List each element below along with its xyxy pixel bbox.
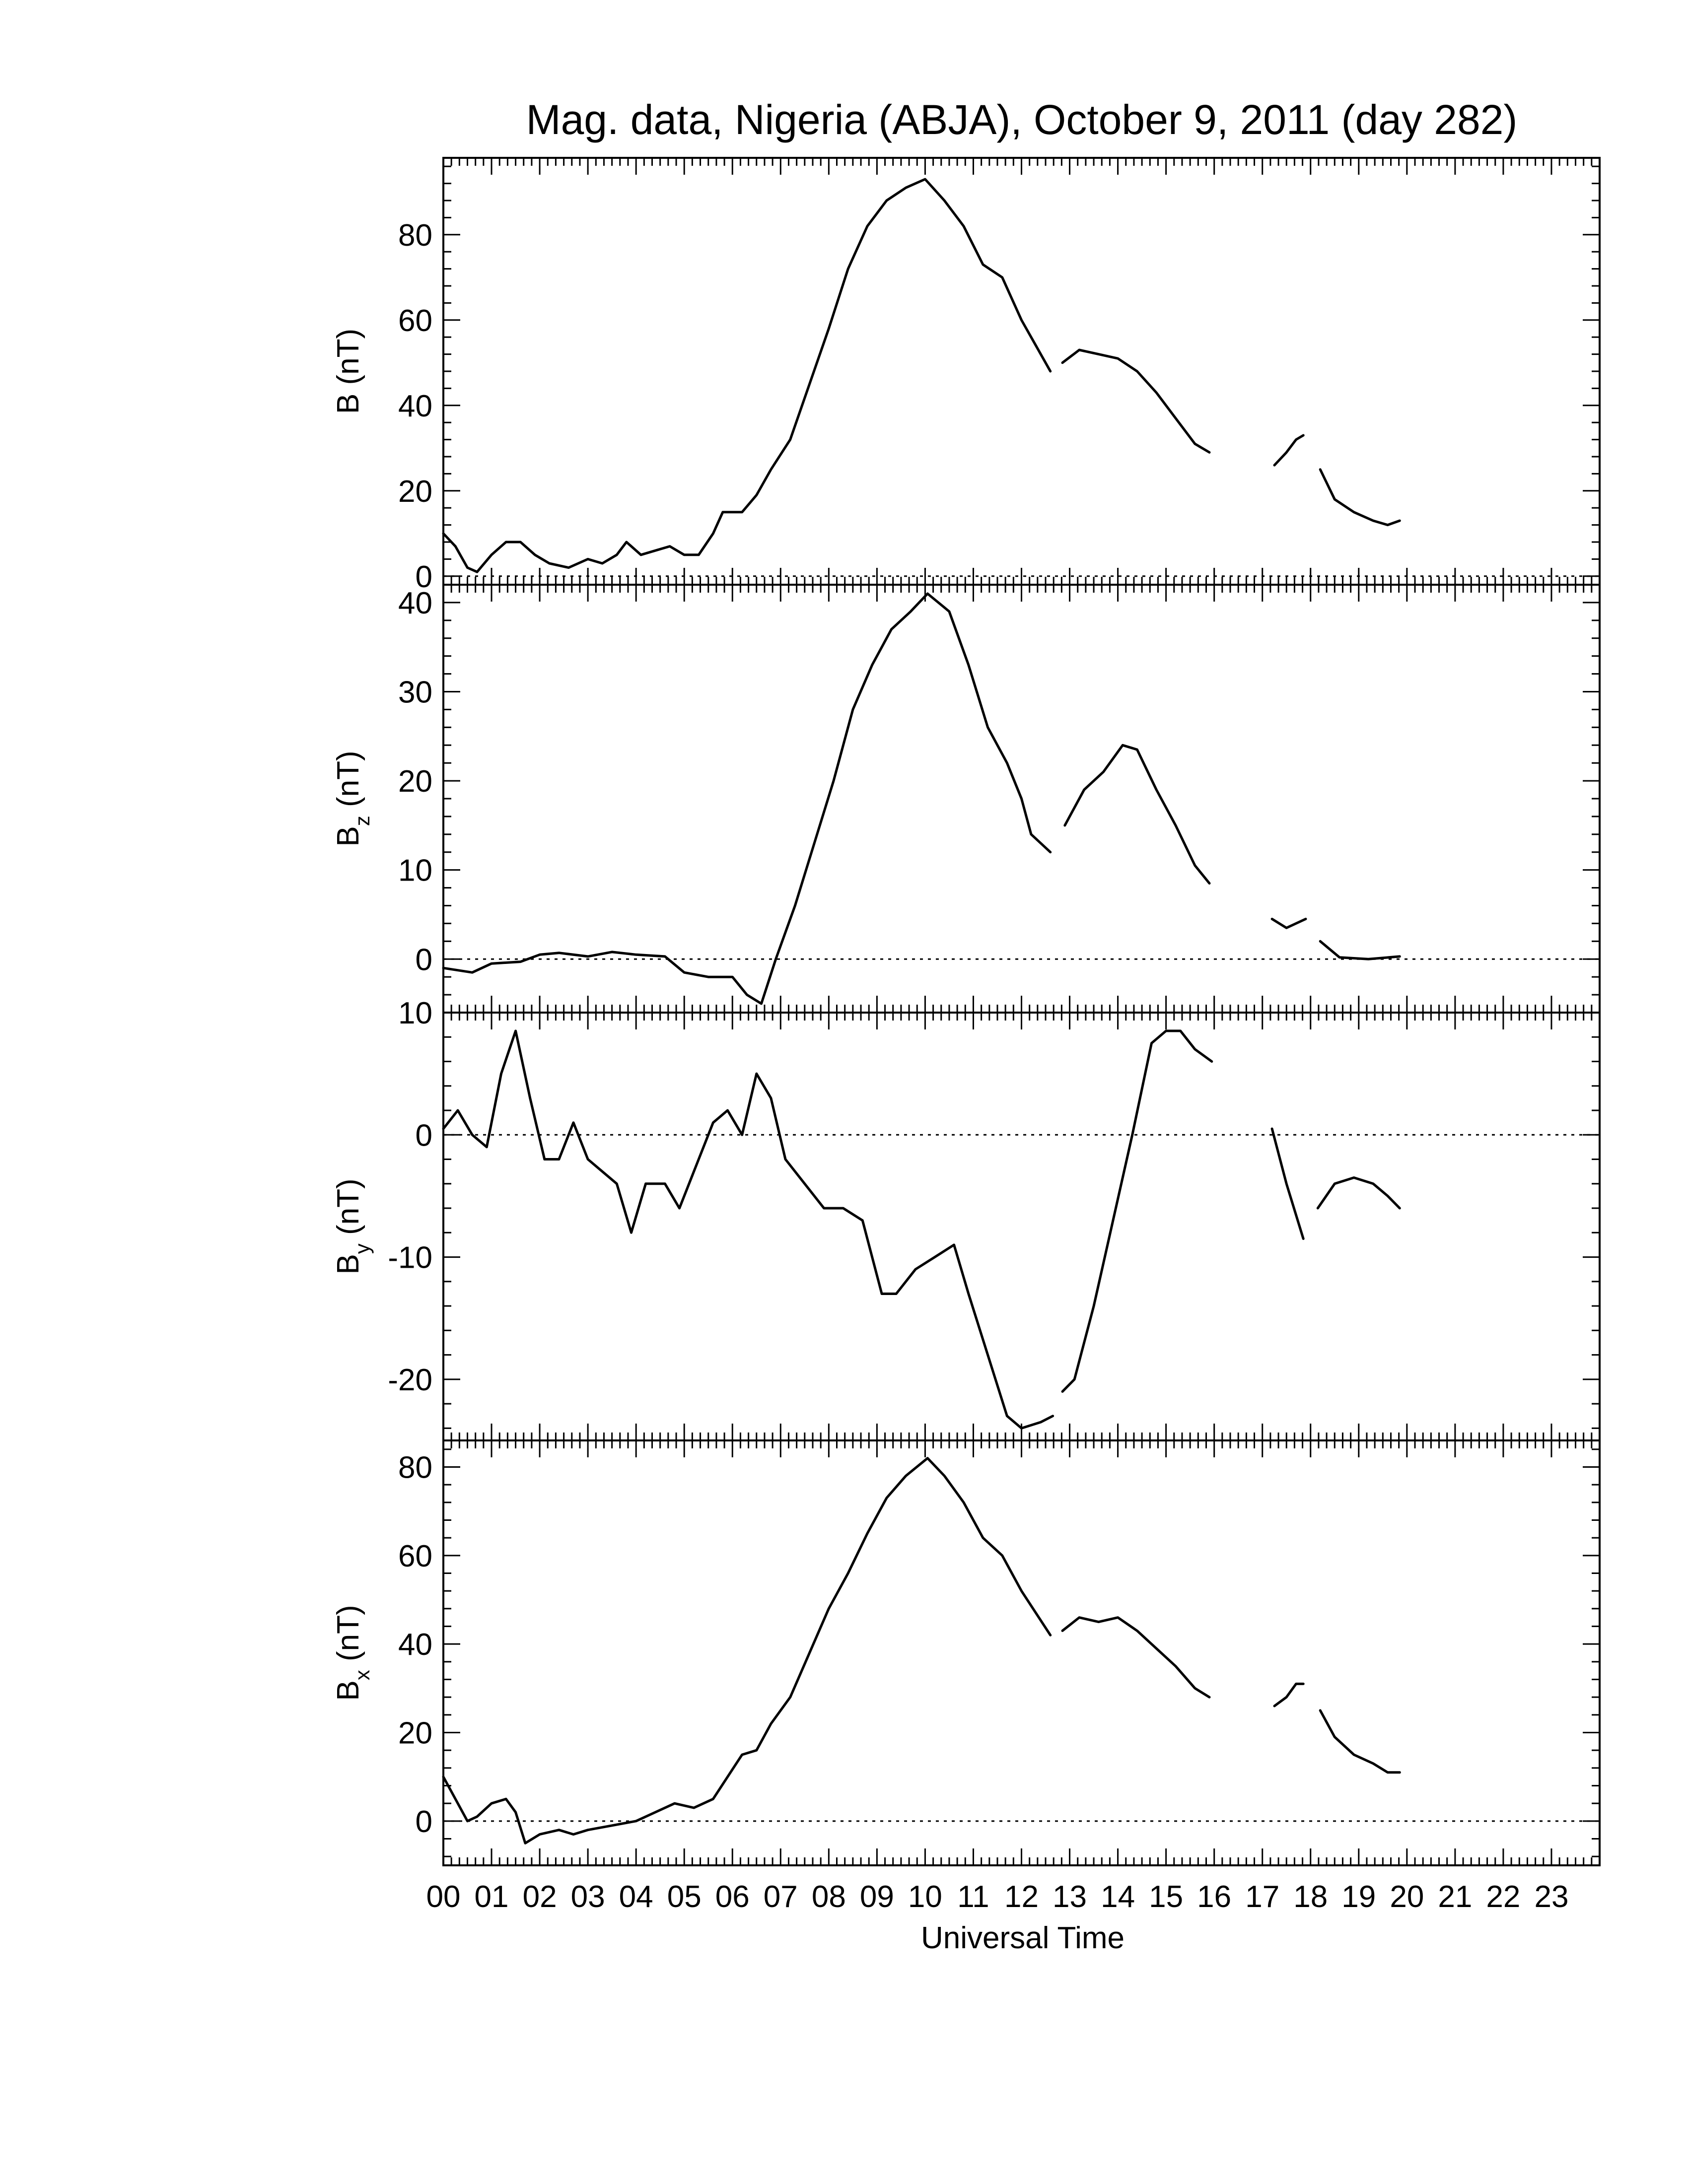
y-axis-label-subscript: x bbox=[351, 1670, 374, 1680]
y-tick-label: 0 bbox=[416, 1805, 432, 1839]
series-line-bx bbox=[442, 1457, 1052, 1844]
series-line-by bbox=[442, 1029, 1055, 1430]
x-tick-label: 06 bbox=[715, 1880, 750, 1914]
x-tick-label: 04 bbox=[619, 1880, 653, 1914]
x-tick-label: 01 bbox=[475, 1880, 509, 1914]
y-tick-label: -20 bbox=[388, 1363, 432, 1397]
y-axis-label: Bz (nT) bbox=[331, 751, 374, 846]
y-tick-label: 30 bbox=[398, 676, 432, 710]
panel-frame bbox=[442, 1012, 1601, 1441]
x-tick-label: 12 bbox=[1004, 1880, 1039, 1914]
x-tick-label: 19 bbox=[1341, 1880, 1376, 1914]
series-line-b bbox=[1319, 468, 1401, 527]
chart-title: Mag. data, Nigeria (ABJA), October 9, 20… bbox=[526, 96, 1518, 143]
x-tick-label: 22 bbox=[1486, 1880, 1520, 1914]
x-tick-label: 08 bbox=[812, 1880, 846, 1914]
y-tick-label: 0 bbox=[416, 1118, 432, 1153]
y-axis-label-unit: (nT) bbox=[331, 751, 365, 816]
x-tick-label: 07 bbox=[764, 1880, 798, 1914]
x-axis-label: Universal Time bbox=[921, 1921, 1125, 1955]
x-tick-label: 00 bbox=[426, 1880, 461, 1914]
panel-frame bbox=[442, 1439, 1601, 1866]
x-tick-label: 11 bbox=[957, 1880, 989, 1914]
series-line-bx bbox=[1319, 1709, 1401, 1774]
y-axis-label-main: B bbox=[331, 826, 365, 846]
x-tick-label: 13 bbox=[1053, 1880, 1087, 1914]
y-axis-label-unit: (nT) bbox=[331, 1605, 365, 1670]
y-axis-label-main: B bbox=[331, 1254, 365, 1274]
x-tick-label: 18 bbox=[1293, 1880, 1328, 1914]
y-axis-label-subscript: y bbox=[351, 1243, 374, 1254]
y-tick-label: 40 bbox=[398, 586, 432, 620]
y-axis-label-main: B bbox=[331, 394, 365, 414]
y-axis-label-unit: (nT) bbox=[331, 1178, 365, 1243]
y-tick-label: 10 bbox=[398, 996, 432, 1030]
x-tick-label: 23 bbox=[1534, 1880, 1568, 1914]
y-tick-label: 60 bbox=[398, 1539, 432, 1573]
x-tick-label: 03 bbox=[571, 1880, 605, 1914]
y-tick-label: 0 bbox=[416, 943, 432, 977]
panel-by: -20 -10 0 10 By (nT) bbox=[331, 996, 1601, 1441]
series-line-by bbox=[1061, 1029, 1213, 1393]
x-tick-label: 05 bbox=[667, 1880, 702, 1914]
x-tick-label: 16 bbox=[1197, 1880, 1231, 1914]
x-tick-label: 15 bbox=[1149, 1880, 1183, 1914]
x-tick-label: 21 bbox=[1438, 1880, 1472, 1914]
series-line-b bbox=[442, 178, 1052, 573]
panel-b: 0 20 40 60 80 B (nT) bbox=[331, 157, 1601, 594]
y-axis-label: B (nT) bbox=[331, 329, 365, 414]
series-line-b bbox=[1061, 348, 1211, 454]
y-axis-label: By (nT) bbox=[331, 1178, 374, 1274]
x-tick-label: 17 bbox=[1245, 1880, 1279, 1914]
series-line-bz bbox=[442, 592, 1052, 1005]
series-line-by bbox=[1270, 1127, 1305, 1240]
x-tick-label: 02 bbox=[523, 1880, 557, 1914]
y-tick-label: 60 bbox=[398, 304, 432, 338]
y-axis-label-main: B bbox=[331, 1680, 365, 1701]
series-line-b bbox=[1273, 434, 1305, 467]
x-tick-label: 09 bbox=[860, 1880, 894, 1914]
panel-bx: 0 20 40 60 80 Bx (nT) bbox=[331, 1439, 1601, 1866]
y-tick-label: 20 bbox=[398, 1716, 432, 1751]
y-axis-label: Bx (nT) bbox=[331, 1605, 374, 1701]
x-tick-label: 10 bbox=[908, 1880, 942, 1914]
series-line-bz bbox=[1319, 940, 1401, 960]
x-tick-labels: 00 01 02 03 04 05 06 07 08 09 10 11 12 13 14 15 16 17 18 19… bbox=[426, 1880, 1569, 1914]
y-tick-label: 80 bbox=[398, 1451, 432, 1485]
y-tick-label: 20 bbox=[398, 764, 432, 799]
panel-bz: 0 10 20 30 40 Bz (nT) bbox=[331, 584, 1601, 1014]
series-line-bx bbox=[1061, 1616, 1211, 1699]
y-tick-label: 20 bbox=[398, 475, 432, 509]
series-line-bz bbox=[1063, 744, 1211, 885]
panel-frame bbox=[442, 157, 1601, 586]
y-tick-label: 40 bbox=[398, 389, 432, 423]
y-axis-label-unit: (nT) bbox=[331, 329, 365, 394]
y-tick-label: 80 bbox=[398, 218, 432, 253]
y-tick-label: 40 bbox=[398, 1628, 432, 1662]
y-tick-label: 0 bbox=[416, 560, 432, 594]
series-line-by bbox=[1316, 1176, 1401, 1210]
series-line-bz bbox=[1270, 917, 1307, 929]
y-axis-label-subscript: z bbox=[351, 816, 374, 826]
y-tick-label: -10 bbox=[388, 1241, 432, 1275]
y-tick-label: 10 bbox=[398, 854, 432, 888]
x-tick-label: 14 bbox=[1101, 1880, 1135, 1914]
x-tick-label: 20 bbox=[1390, 1880, 1424, 1914]
series-line-bx bbox=[1273, 1682, 1305, 1707]
